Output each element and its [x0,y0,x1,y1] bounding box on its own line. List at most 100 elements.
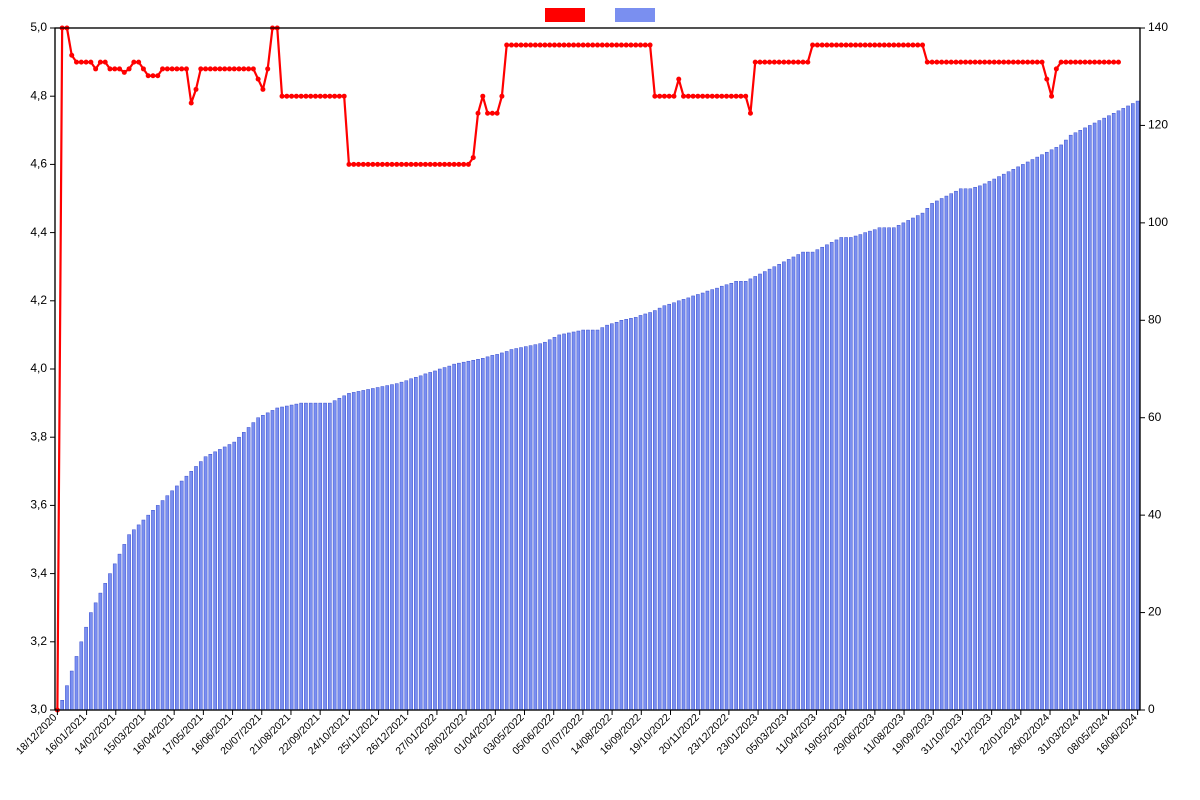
bar [481,358,484,710]
line-marker [1025,60,1030,65]
line-marker [117,66,122,71]
line-marker [681,94,686,99]
line-marker [366,162,371,167]
bar [424,374,427,710]
bar [175,486,178,710]
bar [634,317,637,710]
bar [94,603,97,710]
line-marker [131,60,136,65]
line-marker [1054,66,1059,71]
bar [433,371,436,710]
bar [209,454,212,710]
bar [706,291,709,710]
bar [902,223,905,710]
bar [118,554,121,710]
bar [969,189,972,710]
line-marker [1030,60,1035,65]
bar [357,391,360,710]
line-marker [1035,60,1040,65]
line-marker [1102,60,1107,65]
line-marker [1063,60,1068,65]
bar [137,525,140,710]
bar [539,344,542,710]
line-marker [691,94,696,99]
bar [696,294,699,710]
line-marker [428,162,433,167]
line-marker [638,43,643,48]
bar [1079,130,1082,710]
line-marker [1011,60,1016,65]
line-marker [662,94,667,99]
line-marker [294,94,299,99]
line-marker [863,43,868,48]
left-axis-tick-label: 3,6 [30,498,47,512]
line-marker [184,66,189,71]
line-marker [351,162,356,167]
bar [701,293,704,710]
bar [505,351,508,710]
line-marker [810,43,815,48]
line-marker [265,66,270,71]
line-marker [222,66,227,71]
line-marker [595,43,600,48]
line-marker [762,60,767,65]
line-marker [944,60,949,65]
line-marker [590,43,595,48]
bar [730,283,733,710]
bar [237,437,240,710]
bar [285,406,288,710]
line-marker [217,66,222,71]
line-marker [743,94,748,99]
bar [864,233,867,710]
line-marker [122,70,127,75]
line-marker [710,94,715,99]
line-marker [839,43,844,48]
line-marker [437,162,442,167]
bar [314,403,317,710]
line-marker [628,43,633,48]
bar [892,228,895,710]
line-marker [237,66,242,71]
bar [510,350,513,710]
bar [735,281,738,710]
bar [1012,169,1015,710]
line-marker [471,155,476,160]
bar [194,466,197,710]
bar [75,656,78,710]
bar [658,308,661,710]
bar [548,340,551,710]
bar [80,642,83,710]
bar [868,231,871,710]
bar [878,228,881,710]
line-marker [499,94,504,99]
line-marker [729,94,734,99]
line-marker [915,43,920,48]
bar [467,361,470,710]
line-marker [203,66,208,71]
line-marker [280,94,285,99]
bar [572,332,575,710]
combo-chart: 3,03,23,43,63,84,04,24,44,64,85,00204060… [0,0,1200,800]
bar [649,312,652,710]
bar [65,686,68,710]
bar [1026,162,1029,710]
bar [371,388,374,710]
bar [70,671,73,710]
line-marker [930,60,935,65]
bar [290,405,293,710]
line-marker [648,43,653,48]
bar [151,510,154,710]
bar [582,330,585,710]
line-marker [753,60,758,65]
line-marker [1106,60,1111,65]
line-marker [724,94,729,99]
bar [180,481,183,710]
line-marker [103,60,108,65]
line-marker [963,60,968,65]
bar [715,288,718,710]
bar [935,201,938,710]
bar [629,318,632,710]
line-marker [633,43,638,48]
bar [567,333,570,710]
line-marker [853,43,858,48]
